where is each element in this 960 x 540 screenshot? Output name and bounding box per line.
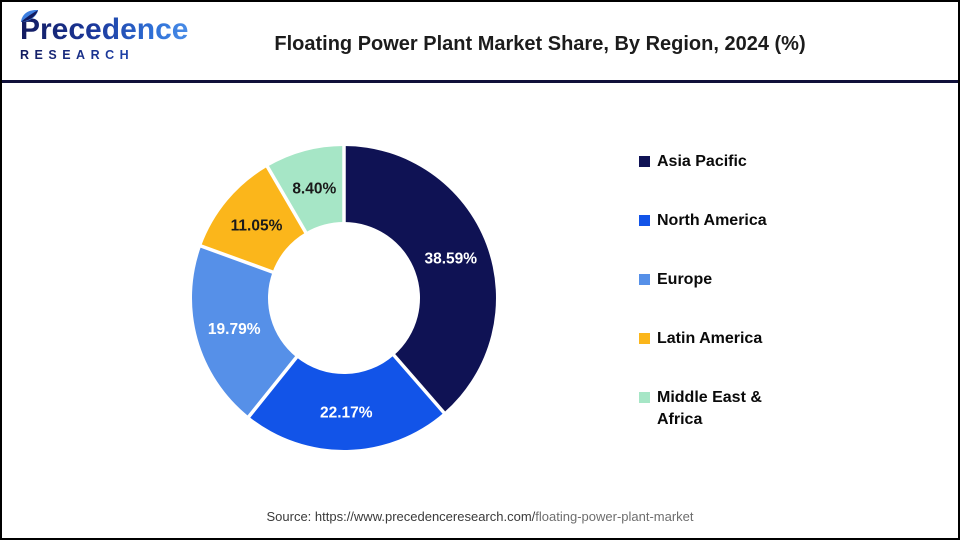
slice-separator <box>246 354 300 420</box>
page-title: Floating Power Plant Market Share, By Re… <box>274 33 806 55</box>
legend-swatch-europe <box>639 274 650 285</box>
chart-legend: Asia Pacific North America Europe Latin Ame… <box>639 151 789 468</box>
legend-item-north-america: North America <box>639 210 789 232</box>
legend-label: Europe <box>657 271 713 288</box>
slice-value-label-latin-america: 11.05% <box>231 217 283 234</box>
donut-slice-europe <box>191 246 297 417</box>
donut-slice-middle-east-africa <box>267 146 344 233</box>
header: Precedence RESEARCH Floating Power Plant… <box>2 2 958 83</box>
legend-label: Latin America <box>657 330 763 347</box>
legend-swatch-asia-pacific <box>639 156 650 167</box>
source-url-path: floating-power-plant-market <box>535 509 694 524</box>
legend-label: Middle East & Africa <box>657 389 762 428</box>
legend-swatch-middle-east-africa <box>639 392 650 403</box>
legend-item-middle-east-africa: Middle East & Africa <box>639 387 789 431</box>
precedence-logo: Precedence RESEARCH <box>20 10 190 62</box>
source-url: Source: https://www.precedenceresearch.c… <box>266 509 536 524</box>
slice-value-label-europe: 19.79% <box>208 321 261 338</box>
legend-item-latin-america: Latin America <box>639 328 789 350</box>
legend-swatch-latin-america <box>639 333 650 344</box>
slice-separator <box>264 164 309 235</box>
donut-slice-north-america <box>248 355 444 450</box>
legend-item-asia-pacific: Asia Pacific <box>639 151 789 173</box>
slice-value-label-north-america: 22.17% <box>320 404 373 421</box>
donut-slice-asia-pacific <box>344 146 496 413</box>
slice-value-label-middle-east-africa: 8.40% <box>292 180 336 197</box>
donut-chart: 38.59% 22.17% 19.79% 11.05% 8.40% <box>191 144 496 450</box>
source-line: Source: https://www.precedenceresearch.c… <box>2 509 958 524</box>
legend-item-europe: Europe <box>639 269 789 291</box>
slice-separator <box>198 243 276 275</box>
slice-value-label-asia-pacific: 38.59% <box>425 250 478 267</box>
donut-slice-latin-america <box>201 166 306 273</box>
legend-label: Asia Pacific <box>657 153 747 170</box>
leaf-icon <box>21 10 39 22</box>
logo-subtitle: RESEARCH <box>20 48 190 62</box>
slice-separator <box>391 352 447 416</box>
legend-label: North America <box>657 212 767 229</box>
logo-wordmark: Precedence <box>20 13 189 46</box>
legend-swatch-north-america <box>639 215 650 226</box>
